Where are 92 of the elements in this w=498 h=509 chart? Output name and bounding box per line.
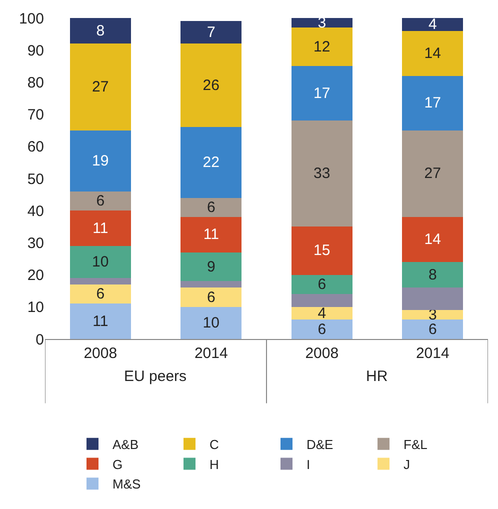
bar: [291, 120, 352, 227]
bar: [402, 288, 464, 310]
data-label: 22: [202, 154, 220, 171]
bar: [291, 18, 352, 28]
legend-label: J: [404, 456, 410, 472]
data-label: 10: [202, 314, 220, 332]
data-label: 6: [318, 320, 326, 338]
bar: [70, 278, 131, 284]
data-label: 14: [424, 230, 441, 248]
data-label: 15: [314, 242, 330, 260]
y-tick-label: 50: [27, 170, 44, 188]
data-label: 8: [428, 266, 437, 284]
bar: [291, 66, 352, 121]
data-label: 6: [96, 286, 105, 303]
x-tick-label: 2014: [194, 345, 228, 362]
bar: [70, 191, 131, 211]
data-label: 6: [428, 320, 437, 338]
data-label: 12: [314, 38, 330, 56]
bar: [180, 252, 242, 282]
data-label: 27: [424, 165, 441, 182]
y-tick-label: 30: [27, 234, 44, 252]
y-tick-label: 60: [27, 138, 44, 156]
legend-label: D&E: [306, 436, 334, 452]
data-label: 17: [424, 94, 441, 112]
text: EU peers: [124, 368, 187, 385]
bar: [70, 304, 131, 339]
bar: [70, 246, 131, 278]
bar: [291, 274, 352, 294]
bar: [402, 76, 464, 130]
data-label: 4: [318, 304, 326, 322]
data-label: 6: [96, 192, 105, 210]
y-tick-label: 70: [27, 106, 44, 124]
y-tick-label: 20: [27, 267, 44, 284]
data-label: 11: [203, 226, 219, 244]
bar: [402, 130, 464, 218]
y-tick-label: 90: [27, 42, 44, 60]
y-tick-label: 80: [27, 74, 44, 92]
bar: [180, 44, 242, 128]
bar: [180, 198, 242, 218]
bar: [70, 210, 131, 246]
legend-label: A&B: [112, 436, 139, 452]
y-tick-label: 40: [27, 202, 44, 220]
bar: [291, 294, 352, 307]
data-label: 19: [92, 152, 109, 170]
bar: [180, 288, 242, 307]
text: HR: [366, 368, 388, 385]
legend-label: I: [306, 456, 310, 472]
data-label: 27: [92, 78, 109, 96]
bar: [180, 217, 242, 252]
data-label: 10: [92, 253, 109, 270]
data-label: 8: [96, 22, 105, 40]
bar: [180, 306, 242, 339]
bar: [402, 310, 464, 320]
bar: [291, 28, 352, 66]
legend-label: M&S: [112, 476, 141, 492]
legend-label: F&L: [404, 436, 428, 452]
bar: [70, 44, 131, 130]
bar: [402, 217, 464, 262]
legend-label: C: [210, 436, 219, 452]
data-label: 6: [206, 288, 216, 306]
bar: [70, 130, 131, 192]
bar: [402, 18, 464, 31]
data-label: 33: [314, 165, 330, 182]
bar: [70, 18, 131, 44]
data-label: 7: [206, 24, 216, 41]
bar: [402, 320, 464, 339]
data-label: 26: [202, 76, 220, 94]
bar: [402, 262, 464, 288]
data-label: 14: [424, 44, 441, 62]
bar: [180, 281, 242, 288]
bar: [402, 30, 464, 76]
x-tick-label: 2008: [84, 345, 118, 362]
bar: [180, 21, 242, 44]
data-label: 6: [318, 276, 326, 293]
bar: [180, 127, 242, 198]
y-tick-label: 0: [36, 331, 44, 348]
x-tick-label: 2014: [416, 345, 450, 362]
data-label: 9: [206, 258, 216, 276]
bar: [291, 226, 352, 275]
x-tick-label: 2008: [305, 345, 339, 362]
data-label: 11: [92, 312, 108, 330]
legend-label: H: [210, 456, 219, 472]
data-label: 11: [92, 220, 108, 237]
bar: [70, 284, 131, 304]
data-label: 4: [428, 16, 437, 33]
data-label: 17: [314, 84, 330, 102]
bar: [291, 320, 352, 339]
y-tick-label: 10: [27, 299, 44, 316]
y-tick-label: 100: [18, 10, 44, 28]
data-label: 6: [206, 198, 216, 216]
legend-label: G: [112, 456, 123, 472]
bar: [291, 306, 352, 320]
